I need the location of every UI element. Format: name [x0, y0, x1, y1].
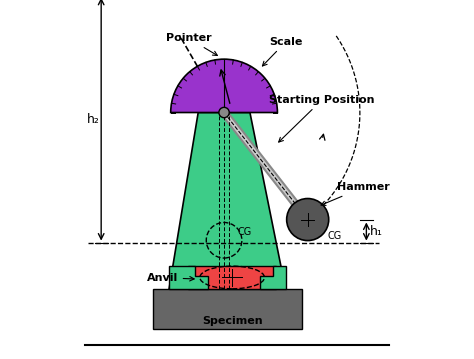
- Circle shape: [219, 107, 229, 118]
- Circle shape: [287, 199, 328, 241]
- Text: Scale: Scale: [263, 37, 303, 66]
- Polygon shape: [169, 112, 285, 289]
- Text: CG: CG: [237, 227, 251, 237]
- Text: h₁: h₁: [370, 225, 383, 238]
- Text: h₂: h₂: [87, 113, 100, 126]
- Text: Anvil: Anvil: [146, 273, 194, 283]
- Polygon shape: [189, 266, 276, 289]
- Wedge shape: [171, 59, 277, 112]
- Polygon shape: [153, 289, 301, 329]
- Text: Specimen: Specimen: [202, 316, 263, 326]
- Text: Pointer: Pointer: [166, 33, 218, 56]
- Text: End of
Swing: End of Swing: [0, 358, 1, 359]
- Text: Hammer: Hammer: [321, 182, 390, 205]
- Polygon shape: [169, 266, 208, 289]
- Text: CG: CG: [327, 231, 341, 241]
- Polygon shape: [260, 266, 285, 289]
- Text: Starting Position: Starting Position: [269, 95, 375, 142]
